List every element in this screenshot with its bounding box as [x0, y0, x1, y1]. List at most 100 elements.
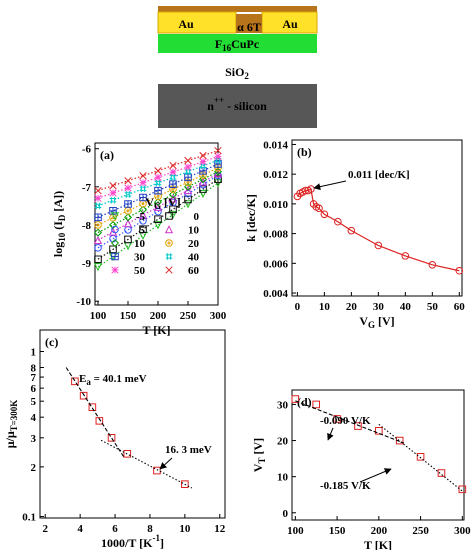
y-tick-label: 5: [31, 396, 37, 408]
y-tick-label: -8: [82, 220, 92, 232]
label-part: 10: [57, 232, 67, 242]
series-line: [97, 174, 219, 249]
legend-label: 60: [188, 265, 200, 277]
x-tick-label: 10: [319, 301, 331, 313]
data-point: [154, 215, 162, 224]
label-part: 2: [244, 71, 249, 81]
series-line: [97, 171, 219, 234]
data-point: [123, 242, 133, 251]
data-point: [375, 427, 383, 435]
label-part: - silicon: [224, 99, 267, 113]
label-part: [V]: [375, 314, 395, 328]
substrate-label: n++ - silicon: [207, 95, 267, 113]
panel-label: (c): [45, 335, 58, 349]
data-point: [181, 480, 189, 489]
label-part: 16: [222, 43, 232, 53]
panel: 0 10 20 30 40 50 60 0.004 0.006 0.008 0.010 0.012 0.…: [263, 139, 465, 313]
series-line: [296, 188, 460, 272]
x-tick-label: 300: [454, 525, 471, 537]
data-point: [198, 177, 208, 186]
y-tick-label: 0.012: [263, 169, 288, 181]
label-part: T: [257, 457, 267, 463]
data-point: [154, 207, 162, 216]
data-point: [183, 182, 193, 191]
annotation: 16. 3 meV: [165, 444, 212, 456]
data-point: [199, 185, 207, 193]
legend-marker: [165, 239, 173, 247]
y-tick-label: -7: [82, 182, 92, 194]
data-point: [199, 151, 207, 160]
data-point: [107, 434, 116, 442]
data-point: [154, 186, 162, 195]
data-point: [214, 152, 222, 160]
data-point: [124, 235, 132, 244]
data-point: [94, 255, 102, 264]
data-point: [139, 193, 147, 202]
data-point: [153, 202, 163, 211]
label-part: n: [207, 99, 214, 113]
label-part: [V]: [251, 438, 265, 458]
data-point: [428, 261, 437, 269]
legend-title: VG [V]: [145, 195, 180, 211]
data-point: [169, 174, 177, 181]
series-line: [97, 163, 219, 218]
x-tick-label: 6: [112, 523, 118, 535]
legend-marker: [111, 252, 119, 261]
legend-marker: [165, 212, 173, 220]
fit-line: [100, 439, 193, 489]
data-point: [124, 226, 132, 234]
y-tick-label: 0.010: [263, 199, 288, 211]
legend-label: 10: [188, 225, 200, 237]
data-point: [139, 178, 147, 187]
x-tick-label: 50: [427, 301, 439, 313]
dielectric-label: SiO2: [225, 65, 249, 81]
y-tick-label: 10: [277, 472, 289, 484]
legend-label: 20: [188, 238, 200, 250]
label-part: V: [145, 195, 154, 209]
plot-frame: [291, 389, 465, 521]
x-tick-label: 20: [346, 301, 358, 313]
au-left-label: Au: [178, 17, 194, 31]
au-right-label: Au: [282, 17, 298, 31]
layer-label: F16CuPc: [215, 37, 260, 53]
data-point: [109, 234, 117, 243]
y-tick-label: 4: [31, 412, 37, 424]
data-point: [184, 195, 192, 204]
series-line: [97, 167, 219, 226]
data-point: [198, 189, 208, 199]
data-point: [153, 466, 161, 475]
y-axis-label: k [dec/K]: [244, 194, 258, 242]
data-point: [184, 178, 192, 186]
semiconductor-label: α 6T: [237, 20, 261, 34]
y-tick-label: 0.1: [22, 512, 36, 524]
data-point: [153, 198, 163, 207]
label-part: V: [359, 314, 368, 328]
y-tick-label: 6: [31, 383, 37, 395]
label-part: log: [51, 242, 65, 257]
data-point: [154, 179, 162, 187]
label-part: (I: [51, 221, 65, 233]
data-point: [154, 167, 162, 175]
x-tick-label: 250: [180, 310, 197, 322]
data-point: [108, 220, 118, 229]
label-part: E: [79, 373, 86, 385]
annotation-arrow: [159, 457, 173, 470]
data-point: [139, 172, 147, 180]
data-point: [109, 196, 117, 204]
data-point: [124, 200, 132, 208]
data-point: [374, 241, 383, 250]
y-tick-label: 0: [283, 508, 289, 520]
legend-marker: [110, 212, 120, 221]
annotation-arrow: [359, 468, 392, 483]
x-axis-label: 1000/T [K-1]: [101, 533, 164, 550]
data-point: [94, 213, 102, 222]
legend-marker: [164, 225, 174, 234]
x-tick-label: 200: [150, 310, 167, 322]
data-point: [169, 168, 177, 176]
y-tick-label: -9: [82, 258, 92, 270]
legend-marker: [111, 225, 119, 234]
panel-label: (a): [100, 148, 114, 162]
data-point: [124, 207, 132, 215]
annotation: Ea = 40.1 meV: [79, 373, 147, 387]
